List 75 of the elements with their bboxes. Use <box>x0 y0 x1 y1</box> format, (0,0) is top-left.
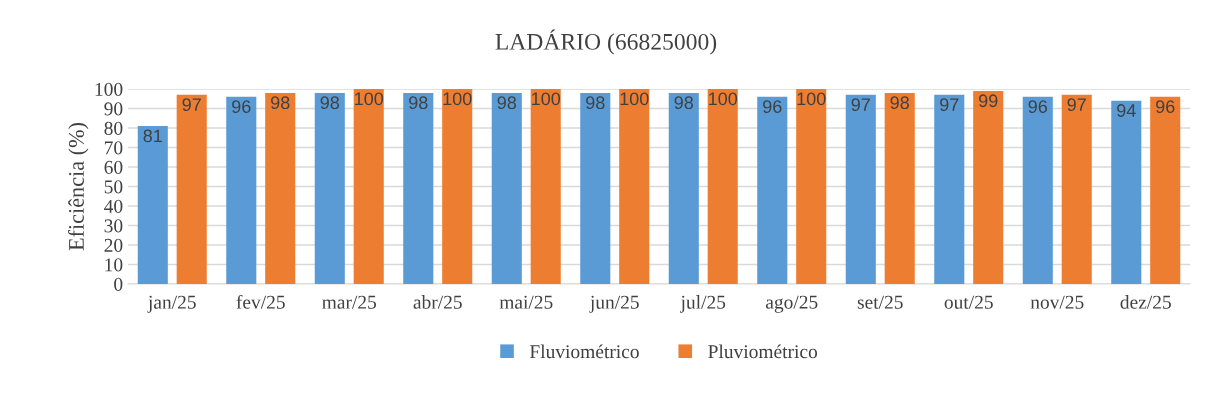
data-label: 97 <box>182 98 201 112</box>
y-tick-label: 80 <box>104 121 123 135</box>
data-label: 100 <box>620 92 649 106</box>
bar <box>934 94 965 284</box>
data-label: 97 <box>851 98 870 112</box>
bar <box>491 92 522 284</box>
data-label: 96 <box>1028 100 1048 113</box>
x-tick-label: jan/25 <box>147 295 196 313</box>
bar <box>314 92 345 284</box>
data-label: 99 <box>979 94 998 108</box>
legend-label: Fluviométrico <box>529 344 639 359</box>
x-tick-label: set/25 <box>857 295 903 309</box>
y-tick-label: 70 <box>104 141 123 155</box>
data-label: 100 <box>797 92 826 106</box>
data-label: 96 <box>1156 100 1175 113</box>
bar <box>530 89 561 284</box>
bar <box>1061 94 1092 284</box>
x-tick-label: mar/25 <box>322 295 377 309</box>
x-tick-label: jun/25 <box>589 295 639 313</box>
bar <box>137 126 168 284</box>
data-label: 98 <box>674 96 694 110</box>
x-tick-label: nov/25 <box>1030 295 1084 309</box>
y-tick-label: 20 <box>104 238 123 252</box>
bar <box>619 89 650 284</box>
y-tick-label: 100 <box>95 82 123 96</box>
x-tick-label: jul/25 <box>680 295 726 313</box>
y-tick-label: 0 <box>114 277 123 291</box>
bar <box>442 89 473 284</box>
data-label: 98 <box>271 96 290 110</box>
y-tick-label: 50 <box>104 180 123 194</box>
y-tick-label: 30 <box>104 219 123 233</box>
y-tick-label: 60 <box>104 160 123 174</box>
bar <box>707 89 738 284</box>
x-tick-label: mai/25 <box>499 295 553 309</box>
bar <box>796 89 827 284</box>
x-tick-label: abr/25 <box>413 295 462 309</box>
data-label: 97 <box>1067 98 1086 112</box>
bar <box>757 96 788 284</box>
data-label: 96 <box>232 100 251 113</box>
bar <box>176 94 207 284</box>
chart-title: LADÁRIO (66825000) <box>495 29 717 55</box>
data-label: 97 <box>940 98 959 112</box>
bar <box>226 96 257 284</box>
bar <box>403 92 434 284</box>
bar <box>845 94 876 284</box>
bar <box>1022 96 1053 284</box>
bar <box>580 92 611 284</box>
x-tick-label: out/25 <box>944 295 993 309</box>
data-label: 94 <box>1117 104 1136 117</box>
bar <box>973 90 1004 284</box>
bar <box>884 92 915 284</box>
data-label: 100 <box>709 92 738 106</box>
legend-label: Pluviométrico <box>708 344 818 359</box>
data-label: 98 <box>320 96 340 110</box>
y-tick-label: 10 <box>105 258 123 272</box>
bar <box>1150 96 1181 284</box>
data-label: 100 <box>443 92 472 106</box>
data-label: 100 <box>355 92 384 106</box>
x-tick-label: fev/25 <box>236 294 285 309</box>
data-label: 98 <box>497 96 517 110</box>
data-label: 98 <box>586 96 605 110</box>
bar <box>353 89 384 284</box>
bar <box>1111 100 1142 284</box>
y-axis-title: Eficiência (%) <box>68 123 89 251</box>
bar <box>265 92 296 284</box>
y-tick-label: 40 <box>104 199 123 213</box>
data-label: 81 <box>143 129 162 143</box>
x-tick-label: ago/25 <box>765 295 818 313</box>
bar <box>668 92 699 284</box>
y-tick-label: 90 <box>104 102 123 116</box>
x-tick-label: dez/25 <box>1120 295 1171 309</box>
data-label: 100 <box>532 92 561 106</box>
data-label: 96 <box>763 100 782 113</box>
data-label: 98 <box>409 96 428 110</box>
data-label: 98 <box>890 96 909 110</box>
